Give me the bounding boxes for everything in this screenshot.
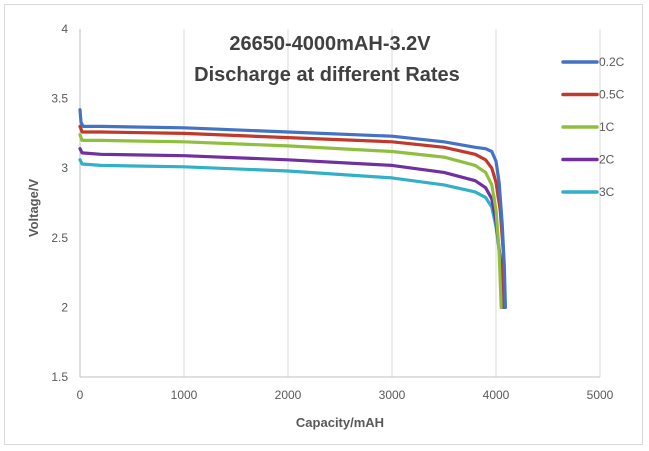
chart-frame [4, 4, 643, 445]
x-tick-labels: 0 1000 2000 3000 4000 5000 [77, 388, 614, 402]
y-tick-label: 3.5 [51, 92, 68, 106]
legend-label: 0.2C [599, 55, 625, 69]
x-tick-label: 2000 [275, 388, 302, 402]
y-tick-labels: 1.5 2 2.5 3 3.5 4 [51, 22, 68, 384]
x-axis-title: Capacity/mAH [296, 415, 384, 430]
series-line-1C [78, 133, 503, 309]
legend: 0.2C 0.5C 1C 2C 3C [561, 55, 625, 199]
gridlines [183, 29, 601, 377]
legend-label: 1C [599, 120, 615, 134]
y-tick-label: 3 [61, 161, 68, 175]
series-line-3C [78, 158, 506, 309]
chart-title-line-2: Discharge at different Rates [194, 64, 460, 86]
x-tick-label: 5000 [587, 388, 614, 402]
y-tick-label: 2 [61, 300, 68, 314]
y-axis-title: Voltage/V [26, 179, 41, 238]
y-tick-label: 1.5 [51, 370, 68, 384]
y-tick-label: 2.5 [51, 231, 68, 245]
x-tick-label: 0 [77, 388, 84, 402]
x-tick-label: 3000 [379, 388, 406, 402]
series-line-0_2C [78, 108, 507, 309]
y-tick-label: 4 [61, 22, 68, 36]
legend-label: 3C [599, 185, 615, 199]
legend-label: 2C [599, 153, 615, 167]
legend-label: 0.5C [599, 88, 625, 102]
x-tick-label: 1000 [171, 388, 198, 402]
axes [79, 29, 600, 378]
series-lines [78, 108, 507, 309]
x-tick-label: 4000 [483, 388, 510, 402]
chart-title-line-1: 26650-4000mAH-3.2V [229, 33, 431, 55]
